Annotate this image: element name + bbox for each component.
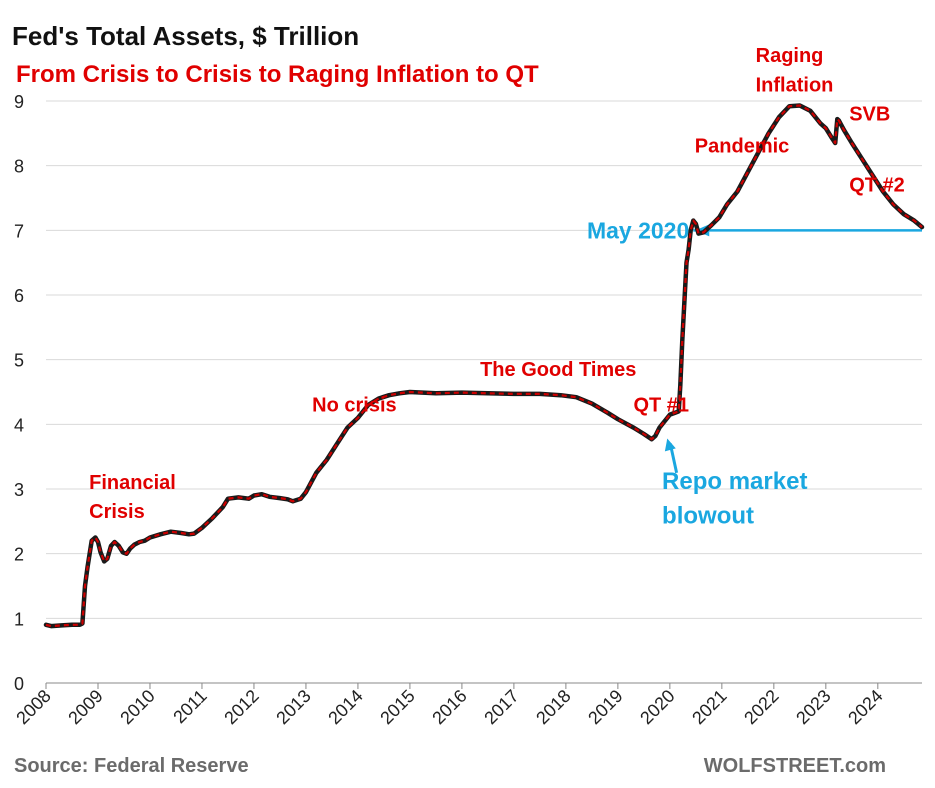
x-tick-label: 2016	[428, 686, 470, 728]
gridlines	[46, 100, 922, 619]
annotation-label: Financial	[89, 472, 176, 494]
reference-line-group: May 2020	[587, 217, 922, 243]
annotations-group: Financial Crisis No crisis The Good Times QT…	[89, 45, 905, 529]
y-tick-label: 0	[14, 674, 24, 694]
annotation-label: Pandemic	[695, 136, 789, 158]
credit-label: WOLFSTREET.com	[704, 755, 886, 777]
x-tick-label: 2012	[220, 686, 262, 728]
axes	[45, 682, 922, 689]
x-tick-labels: 2008 2009 2010 2011 2012 2013 2014 2015 2016 2017…	[12, 686, 886, 728]
y-tick-label: 5	[14, 351, 24, 371]
y-tick-label: 3	[14, 480, 24, 500]
repo-annotation-label: blowout	[662, 502, 754, 529]
x-tick-label: 2009	[64, 686, 106, 728]
y-tick-label: 8	[14, 157, 24, 177]
x-tick-label: 2017	[480, 686, 522, 728]
annotation-label: QT #1	[633, 394, 689, 416]
annotation-label: The Good Times	[480, 359, 636, 381]
y-tick-labels: 0 1 2 3 4 5 6 7 8 9	[14, 92, 24, 694]
x-tick-label: 2023	[792, 686, 834, 728]
series-line	[45, 104, 923, 628]
x-tick-label: 2014	[324, 686, 366, 728]
x-tick-label: 2020	[636, 686, 678, 728]
x-tick-label: 2015	[376, 686, 418, 728]
annotation-label: No crisis	[312, 394, 396, 416]
repo-annotation-label: Repo market	[662, 468, 807, 495]
x-tick-label: 2013	[272, 686, 314, 728]
y-tick-label: 4	[14, 415, 24, 435]
x-tick-label: 2019	[584, 686, 626, 728]
reference-line-label: May 2020	[587, 217, 689, 243]
annotation-label: QT #2	[849, 175, 905, 197]
x-tick-label: 2024	[844, 686, 886, 728]
chart-subtitle: From Crisis to Crisis to Raging Inflatio…	[16, 61, 539, 88]
x-tick-label: 2018	[532, 686, 574, 728]
x-tick-label: 2022	[740, 686, 782, 728]
x-tick-label: 2021	[688, 686, 730, 728]
series-group	[43, 103, 925, 629]
x-tick-label: 2011	[169, 686, 211, 728]
x-tick-label: 2010	[116, 686, 158, 728]
y-tick-label: 6	[14, 286, 24, 306]
annotation-label: SVB	[849, 103, 890, 125]
annotation-label: Raging	[756, 45, 824, 67]
y-tick-label: 7	[14, 221, 24, 241]
y-tick-label: 9	[14, 92, 24, 112]
source-label: Source: Federal Reserve	[14, 755, 249, 777]
annotation-label: Crisis	[89, 501, 145, 523]
chart-title: Fed's Total Assets, $ Trillion	[12, 21, 359, 51]
y-tick-label: 1	[14, 609, 24, 629]
annotation-label: Inflation	[756, 74, 834, 96]
repo-arrowhead	[664, 438, 676, 452]
y-tick-label: 2	[14, 545, 24, 565]
